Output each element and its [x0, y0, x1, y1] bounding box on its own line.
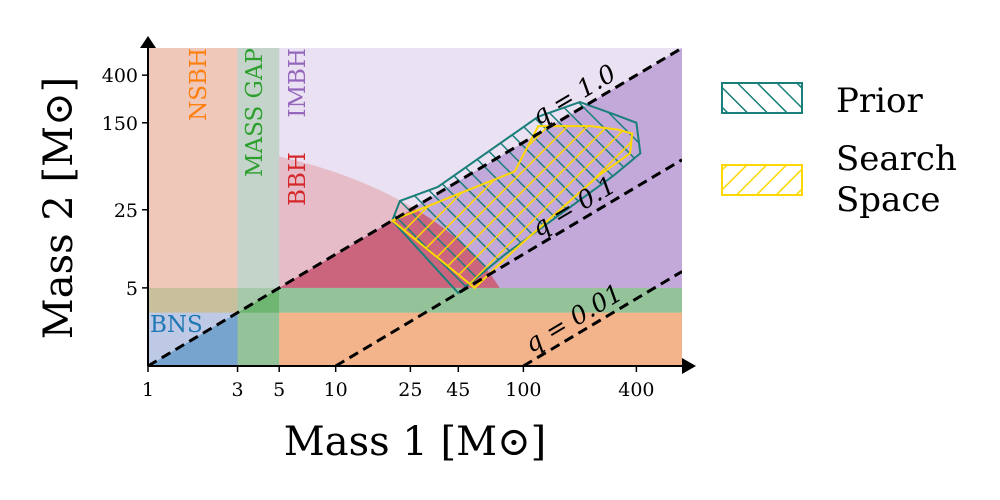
x-tick-label-45: 45: [446, 379, 470, 401]
nsbh-region: [279, 312, 682, 366]
legend-search-line-1: Space: [836, 180, 941, 220]
q-line-0: [148, 48, 682, 366]
x-tick-label-400: 400: [618, 379, 654, 401]
x-tick-label-1: 1: [142, 379, 154, 401]
imbh-label: IMBH: [285, 48, 311, 118]
y-tick-label-400: 400: [102, 65, 138, 87]
legend-search-line-0: Search: [836, 139, 957, 179]
massgap-label: MASS GAP: [242, 48, 268, 177]
legend-prior-swatch: [721, 82, 803, 114]
massgap-region-light: [237, 48, 280, 313]
massgap-region-band: [279, 287, 682, 313]
y-tick-label-25: 25: [114, 200, 138, 222]
nsbh-label: NSBH: [186, 48, 212, 121]
x-tick-label-3: 3: [232, 379, 244, 401]
legend-search-label: Search Space: [836, 139, 957, 220]
search-space-region: [390, 125, 634, 290]
y-tick-label-5: 5: [126, 278, 138, 300]
x-axis-arrow: [682, 358, 696, 374]
x-axis-label: Mass 1 [M⊙]: [284, 419, 546, 465]
legend-prior-label: Prior: [836, 81, 923, 121]
legend-search-swatch: [721, 164, 803, 196]
nsbh-region-light: [148, 48, 238, 313]
x-tick-label-10: 10: [324, 379, 348, 401]
massgap-region-light-band: [148, 287, 280, 313]
bns-label: BNS: [150, 312, 203, 338]
q-line-1: [334, 158, 682, 366]
bbh-label: BBH: [285, 152, 311, 206]
x-tick-label-25: 25: [398, 379, 422, 401]
y-axis-arrow: [140, 36, 156, 48]
y-tick-label-150: 150: [102, 113, 138, 135]
y-axis-label: Mass 2 [M⊙]: [36, 77, 82, 339]
x-tick-label-100: 100: [505, 379, 541, 401]
q-line-2: [522, 270, 682, 366]
x-tick-label-5: 5: [273, 379, 285, 401]
